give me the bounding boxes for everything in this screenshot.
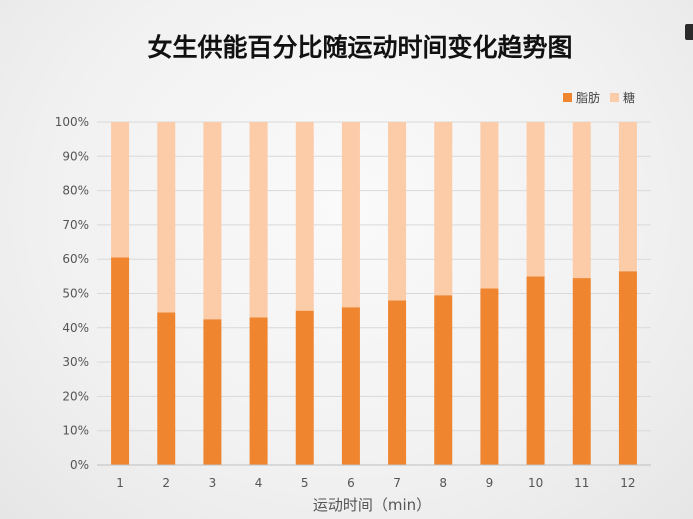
- bar-fat-3: [203, 319, 222, 465]
- bar-sugar-1: [111, 122, 130, 258]
- bars: [111, 122, 637, 465]
- x-tick-label: 12: [620, 476, 635, 490]
- bar-fat-6: [341, 307, 360, 465]
- legend-swatch-fat: [563, 93, 572, 102]
- y-tick-label: 30%: [62, 355, 89, 369]
- bar-sugar-5: [295, 122, 314, 311]
- bar-sugar-10: [526, 122, 545, 277]
- bar-fat-1: [111, 257, 130, 465]
- x-tick-label: 11: [574, 476, 589, 490]
- x-tick-label: 4: [255, 476, 263, 490]
- bar-sugar-9: [480, 122, 499, 289]
- bar-fat-5: [295, 310, 314, 465]
- gridlines: [97, 121, 651, 432]
- y-tick-label: 90%: [62, 149, 89, 163]
- bar-sugar-12: [618, 122, 637, 272]
- x-tick-label: 3: [209, 476, 217, 490]
- window-edge-handle[interactable]: [685, 24, 693, 40]
- x-tick-label: 5: [301, 476, 309, 490]
- chart-title: 女生供能百分比随运动时间变化趋势图: [147, 33, 572, 62]
- bar-sugar-6: [341, 122, 360, 308]
- y-axis-ticks: 0% 10% 20% 30% 40% 50% 60% 70% 80% 90% 100%: [55, 115, 89, 472]
- y-tick-label: 60%: [62, 252, 89, 266]
- y-tick-label: 20%: [62, 389, 89, 403]
- legend: 脂肪 糖: [563, 90, 635, 105]
- x-tick-label: 10: [528, 476, 543, 490]
- legend-swatch-sugar: [610, 93, 619, 102]
- bar-fat-9: [480, 288, 499, 465]
- y-tick-label: 0%: [70, 458, 89, 472]
- bar-sugar-7: [388, 122, 407, 301]
- bar-sugar-11: [572, 122, 591, 279]
- bar-fat-11: [572, 278, 591, 465]
- bar-fat-4: [249, 317, 268, 465]
- x-tick-label: 8: [439, 476, 447, 490]
- x-tick-label: 7: [393, 476, 401, 490]
- x-tick-label: 1: [116, 476, 124, 490]
- bar-fat-7: [388, 300, 407, 465]
- bar-fat-12: [618, 271, 637, 465]
- y-tick-label: 10%: [62, 424, 89, 438]
- y-tick-label: 100%: [55, 115, 89, 129]
- x-tick-label: 2: [162, 476, 170, 490]
- x-tick-label: 6: [347, 476, 355, 490]
- legend-label-fat: 脂肪: [576, 90, 600, 105]
- bar-sugar-3: [203, 122, 222, 320]
- bar-sugar-8: [434, 122, 453, 296]
- bar-fat-10: [526, 276, 545, 465]
- bar-sugar-2: [157, 122, 176, 313]
- x-axis-ticks: 1 2 3 4 5 6 7 8 9 10 11 12: [116, 476, 635, 490]
- x-axis-label: 运动时间（min）: [313, 496, 431, 514]
- y-tick-label: 40%: [62, 321, 89, 335]
- y-tick-label: 50%: [62, 287, 89, 301]
- bar-fat-8: [434, 295, 453, 465]
- bar-sugar-4: [249, 122, 268, 318]
- y-tick-label: 70%: [62, 218, 89, 232]
- y-tick-label: 80%: [62, 184, 89, 198]
- bar-fat-2: [157, 312, 176, 465]
- legend-label-sugar: 糖: [623, 90, 635, 105]
- x-tick-label: 9: [486, 476, 494, 490]
